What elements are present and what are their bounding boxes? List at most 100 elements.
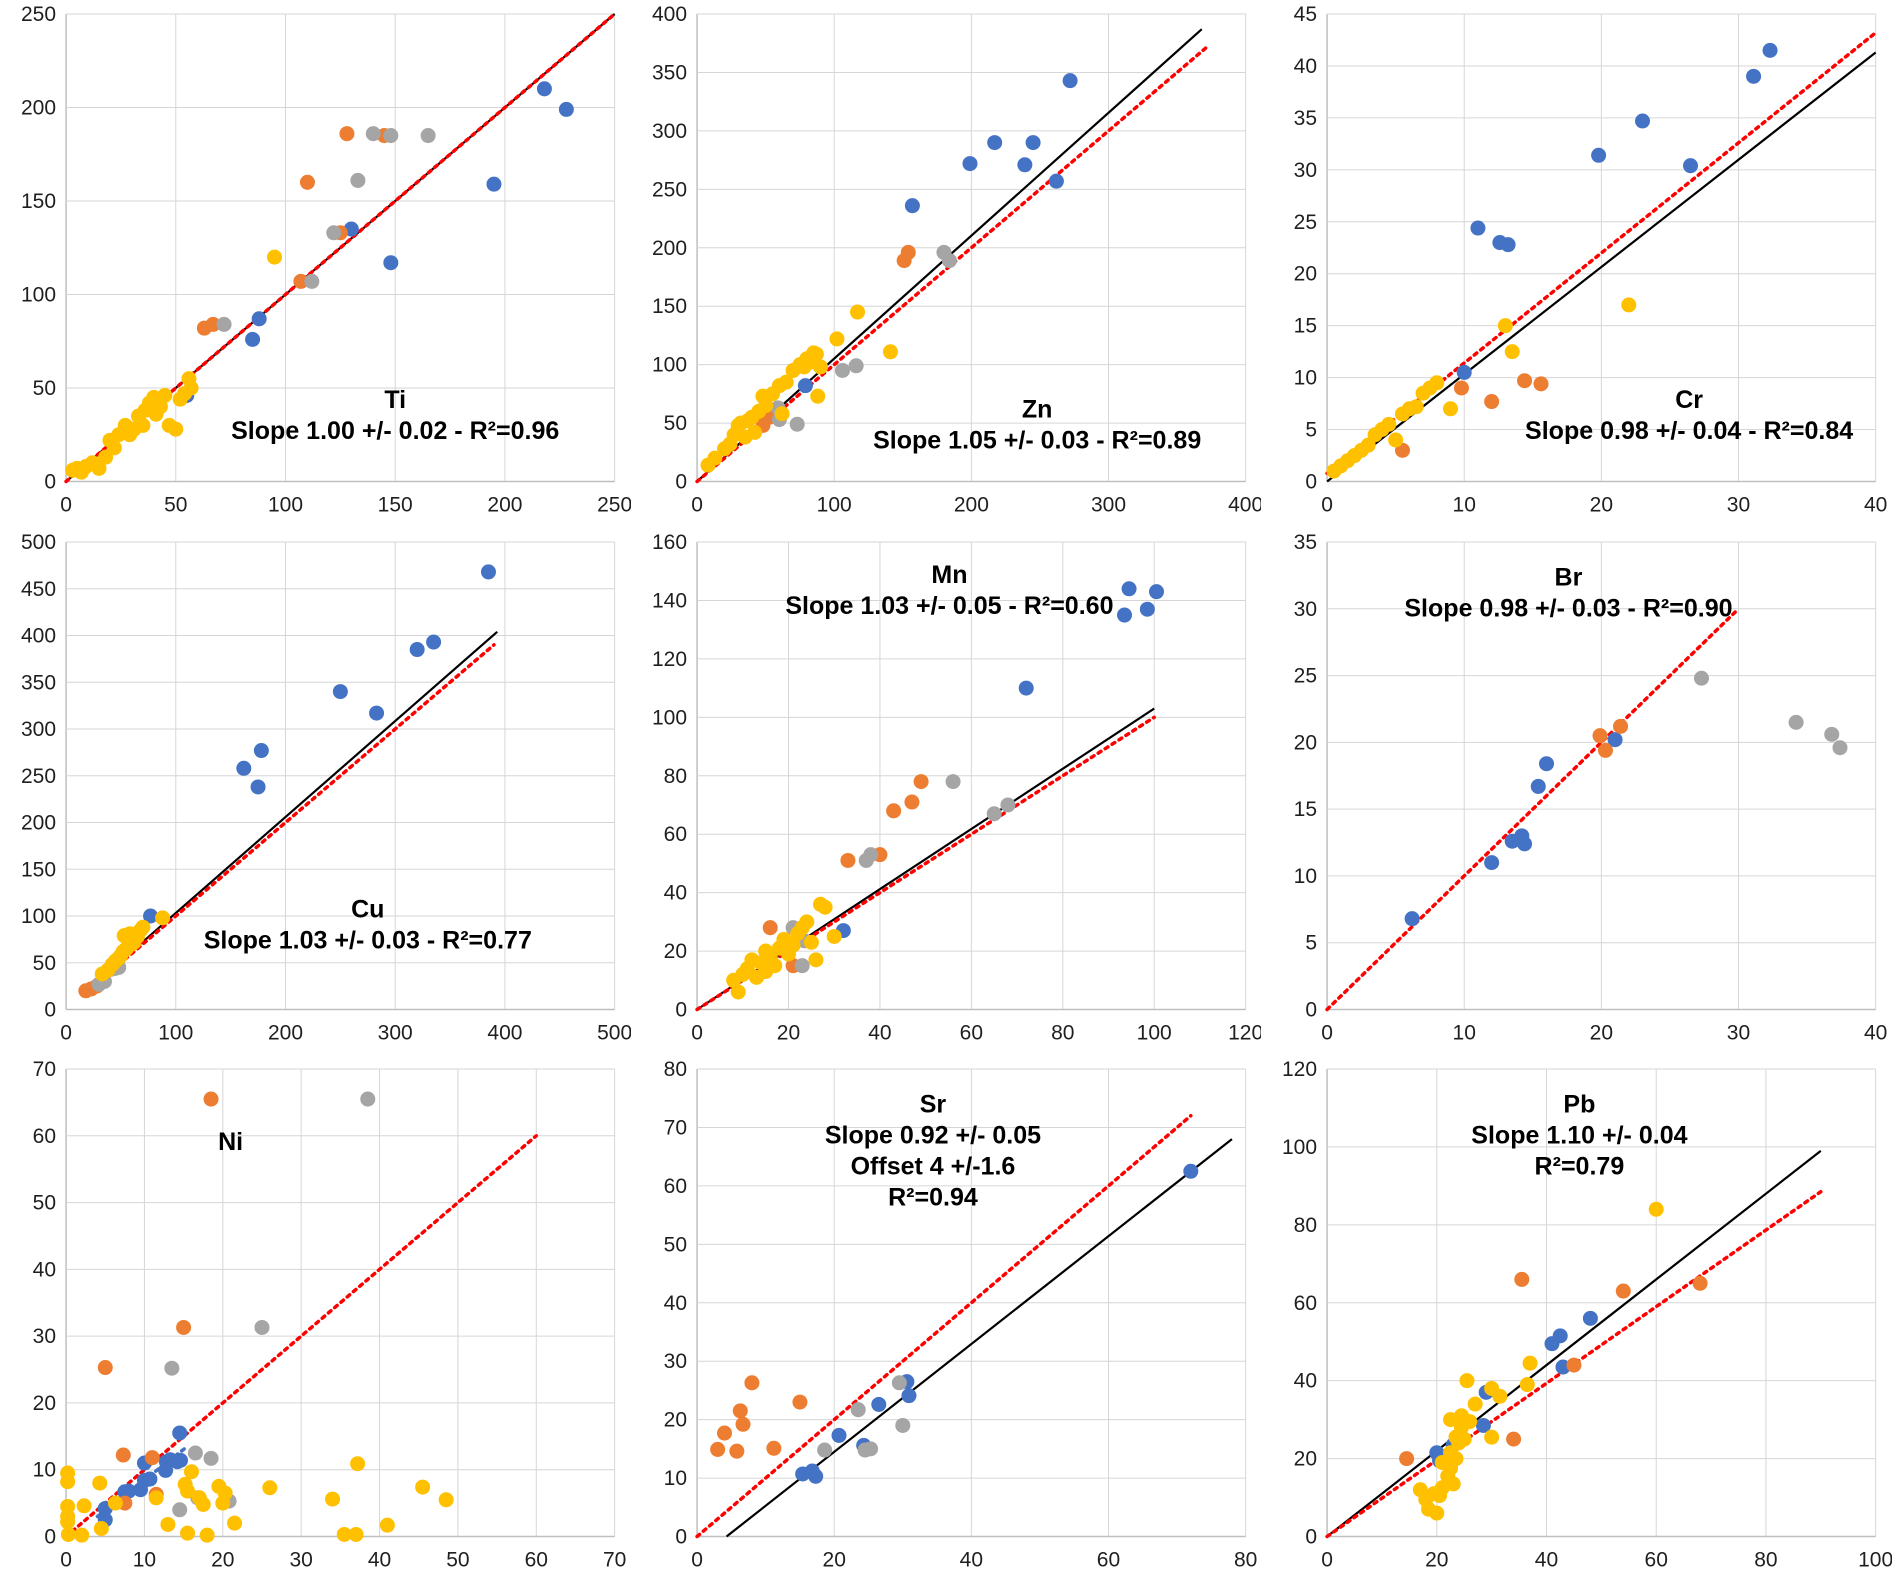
data-point-orange <box>735 1416 751 1432</box>
data-point-gray <box>216 316 232 332</box>
data-point-gray <box>420 128 436 144</box>
x-tick-label: 20 <box>822 1549 845 1572</box>
x-tick-label: 400 <box>1228 494 1262 517</box>
x-tick-label: 40 <box>959 1549 982 1572</box>
data-point-blue <box>121 1483 137 1499</box>
x-tick-label: 300 <box>378 1021 413 1044</box>
data-point-blue <box>245 331 261 347</box>
data-point-blue <box>480 563 496 579</box>
y-tick-label: 80 <box>1294 1214 1317 1237</box>
data-point-orange <box>1692 1275 1708 1291</box>
chart-annotation: Slope 1.00 +/- 0.02 - R²=0.96 <box>231 417 559 445</box>
x-tick-label: 40 <box>1864 1021 1887 1044</box>
y-tick-label: 350 <box>652 61 687 84</box>
y-tick-label: 140 <box>652 589 687 612</box>
chart-pb: 0 20 40 60 80 100 120 0 20 40 60 80 100 Pb Slope 1.10 … <box>1261 1055 1892 1583</box>
data-point-blue <box>1762 42 1778 58</box>
data-point-blue <box>1531 778 1547 794</box>
x-tick-label: 150 <box>378 494 413 517</box>
data-point-yellow <box>808 346 824 362</box>
data-point-yellow <box>60 1514 76 1530</box>
x-tick-label: 100 <box>816 494 851 517</box>
data-point-orange <box>716 1425 732 1441</box>
data-point-orange <box>1533 376 1549 392</box>
data-point-blue <box>831 1427 847 1444</box>
x-tick-label: 20 <box>1590 494 1613 517</box>
x-tick-label: 0 <box>691 1021 703 1044</box>
y-tick-label: 30 <box>1294 159 1317 182</box>
data-point-gray <box>834 362 850 378</box>
y-tick-label: 45 <box>1294 3 1317 26</box>
data-point-blue <box>1048 173 1064 189</box>
y-tick-label: 0 <box>675 1526 687 1549</box>
x-tick-label: 0 <box>691 1549 703 1572</box>
data-point-gray <box>986 805 1002 821</box>
data-point-yellow <box>808 951 824 967</box>
data-point-yellow <box>60 1474 76 1490</box>
data-point-yellow <box>350 1456 366 1472</box>
reference-line-dotted <box>694 1114 1193 1539</box>
data-point-gray <box>1832 739 1848 755</box>
data-point-yellow <box>227 1515 243 1531</box>
data-point-yellow <box>829 331 845 347</box>
data-point-gray <box>365 126 381 142</box>
chart-annotation: Slope 1.03 +/- 0.03 - R²=0.77 <box>204 926 532 954</box>
data-point-blue <box>1583 1310 1599 1326</box>
y-tick-label: 10 <box>1294 367 1317 390</box>
x-tick-label: 70 <box>603 1549 626 1572</box>
data-point-yellow <box>757 398 773 414</box>
chart-annotation: Offset 4 +/-1.6 <box>850 1153 1015 1181</box>
y-tick-label: 200 <box>21 811 56 834</box>
data-point-gray <box>1000 797 1016 813</box>
data-point-gray <box>894 1418 910 1434</box>
data-point-blue <box>142 1471 158 1487</box>
data-point-gray <box>850 1402 866 1418</box>
y-tick-label: 40 <box>1294 55 1317 78</box>
data-point-yellow <box>180 1525 196 1541</box>
x-tick-label: 100 <box>268 494 303 517</box>
data-point-blue <box>807 1468 823 1484</box>
x-tick-label: 10 <box>133 1549 156 1572</box>
chart-title: Br <box>1555 563 1583 591</box>
x-tick-label: 30 <box>289 1549 312 1572</box>
reference-line-dotted <box>64 12 617 484</box>
chart-annotation: Slope 1.10 +/- 0.04 <box>1472 1122 1688 1150</box>
y-tick-label: 70 <box>663 1117 686 1140</box>
y-tick-label: 0 <box>44 1526 56 1549</box>
data-point-yellow <box>1621 297 1637 313</box>
data-point-gray <box>848 358 864 374</box>
x-tick-label: 200 <box>268 1021 303 1044</box>
data-point-orange <box>1454 380 1470 396</box>
y-tick-label: 150 <box>21 858 56 881</box>
data-point-orange <box>176 1320 192 1336</box>
y-tick-label: 10 <box>1294 864 1317 887</box>
data-point-yellow <box>778 374 794 390</box>
data-point-yellow <box>74 1527 90 1543</box>
x-tick-label: 400 <box>487 1021 522 1044</box>
y-tick-label: 30 <box>33 1325 56 1348</box>
data-point-yellow <box>107 1495 123 1511</box>
data-point-yellow <box>882 344 898 360</box>
x-tick-label: 40 <box>368 1549 391 1572</box>
data-point-blue <box>1404 910 1420 926</box>
x-tick-label: 50 <box>164 494 187 517</box>
x-tick-label: 20 <box>211 1549 234 1572</box>
y-tick-label: 70 <box>33 1058 56 1081</box>
data-point-orange <box>913 773 929 789</box>
chart-annotation: Slope 0.98 +/- 0.04 - R²=0.84 <box>1525 417 1853 445</box>
data-point-blue <box>904 198 920 214</box>
data-point-orange <box>904 794 920 810</box>
data-point-gray <box>383 128 399 144</box>
data-point-orange <box>205 316 221 332</box>
data-point-orange <box>203 1091 219 1107</box>
data-point-gray <box>172 1502 188 1518</box>
y-tick-label: 20 <box>663 940 686 963</box>
fit-line <box>125 630 498 957</box>
data-point-yellow <box>157 387 173 403</box>
fit-line <box>1326 1150 1822 1538</box>
data-point-blue <box>1539 755 1555 771</box>
x-tick-label: 20 <box>1425 1549 1448 1572</box>
data-point-orange <box>1517 373 1533 389</box>
y-tick-label: 20 <box>1294 731 1317 754</box>
